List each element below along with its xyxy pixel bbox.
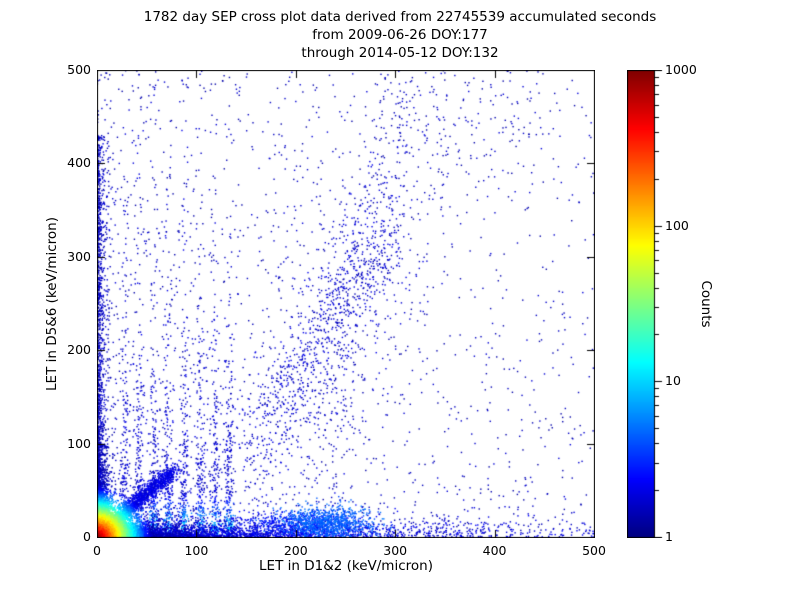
colorbar-tick-label-10: 10 xyxy=(665,373,681,389)
x-tick-label-100: 100 xyxy=(184,543,209,558)
x-tick-label-0: 0 xyxy=(93,543,101,558)
y-tick-label-200: 200 xyxy=(67,342,91,358)
colorbar-tick-label-1: 1 xyxy=(665,529,673,544)
colorbar-canvas xyxy=(627,70,667,538)
chart-title-line-3: through 2014-05-12 DOY:132 xyxy=(301,45,499,61)
colorbar-tick-label-100: 100 xyxy=(665,217,689,233)
y-tick-label-500: 500 xyxy=(67,62,91,77)
y-tick-label-400: 400 xyxy=(67,155,91,171)
x-tick-label-500: 500 xyxy=(582,543,606,558)
x-tick-label-300: 300 xyxy=(383,543,408,558)
colorbar-tick-label-1000: 1000 xyxy=(665,62,697,77)
scatter-plot-canvas xyxy=(97,70,595,538)
x-tick-label-400: 400 xyxy=(482,543,507,558)
x-axis-label: LET in D1&2 (keV/micron) xyxy=(259,558,433,574)
y-axis-label: LET in D5&6 (keV/micron) xyxy=(44,217,60,391)
y-tick-label-300: 300 xyxy=(67,248,91,264)
chart-title-line-2: from 2009-06-26 DOY:177 xyxy=(312,27,488,43)
colorbar-label: Counts xyxy=(698,280,714,328)
chart-title-line-1: 1782 day SEP cross plot data derived fro… xyxy=(143,9,657,25)
y-tick-label-100: 100 xyxy=(67,435,91,451)
x-tick-label-200: 200 xyxy=(283,543,308,558)
y-tick-label-0: 0 xyxy=(83,529,91,544)
